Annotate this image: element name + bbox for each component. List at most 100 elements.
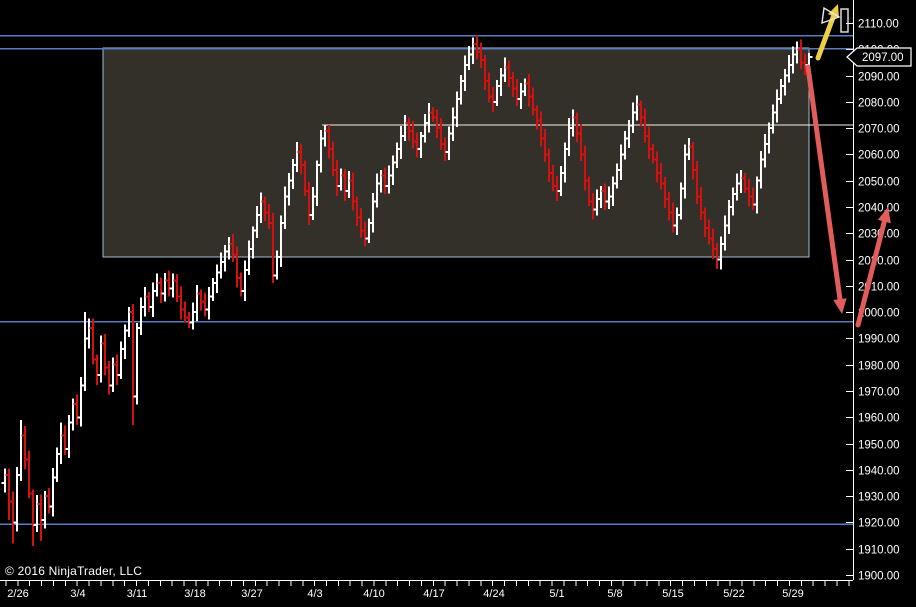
ohlc-bar xyxy=(61,425,69,455)
price-tick-label: 2080.00 xyxy=(858,98,900,110)
price-tick-label: 1920.00 xyxy=(858,518,900,530)
ohlc-bar xyxy=(157,277,165,304)
down-projection-arrow[interactable] xyxy=(805,64,847,314)
ohlc-bar xyxy=(169,273,177,298)
price-tick-label: 1960.00 xyxy=(858,413,900,425)
ohlc-bar xyxy=(149,282,157,317)
ohlc-bar xyxy=(57,422,65,465)
ohlc-bar xyxy=(21,426,29,470)
ohlc-bar xyxy=(161,272,169,302)
ohlc-bar xyxy=(133,323,141,405)
ohlc-bar xyxy=(81,312,89,392)
price-tick-label: 1930.00 xyxy=(858,492,900,504)
date-label: 5/8 xyxy=(607,588,622,600)
ohlc-bar xyxy=(181,301,189,322)
price-tick-label: 2040.00 xyxy=(858,203,900,215)
price-tick-label: 2020.00 xyxy=(858,256,900,268)
ohlc-bar xyxy=(13,467,21,532)
date-label: 3/11 xyxy=(127,588,148,600)
ohlc-bar xyxy=(237,272,245,297)
ohlc-bar xyxy=(209,277,217,301)
last-price-tag xyxy=(846,47,912,67)
date-label: 3/4 xyxy=(70,588,85,600)
marker-triangle-icon xyxy=(821,6,841,25)
ohlc-bar xyxy=(109,357,117,392)
ohlc-bar xyxy=(201,292,209,317)
price-tick-label: 2090.00 xyxy=(858,72,900,84)
ohlc-bar xyxy=(65,414,73,458)
ohlc-bar xyxy=(145,291,153,312)
ohlc-bar xyxy=(213,264,221,294)
last-price-tag-label: 2097.00 xyxy=(862,52,904,64)
date-label: 3/27 xyxy=(241,588,262,600)
price-tick-label: 1980.00 xyxy=(858,361,900,373)
chart-marker-icon[interactable] xyxy=(821,6,849,33)
ohlc-bar xyxy=(25,450,33,499)
price-tick-label: 1990.00 xyxy=(858,334,900,346)
date-label: 5/1 xyxy=(549,588,564,600)
copyright-text: © 2016 NinjaTrader, LLC xyxy=(5,564,143,578)
ohlc-bar xyxy=(73,394,81,425)
ohlc-bar xyxy=(101,333,109,376)
price-tick-label: 1910.00 xyxy=(858,545,900,557)
marker-bar-icon xyxy=(840,8,849,33)
ohlc-bar xyxy=(185,312,193,328)
up-projection-arrow[interactable] xyxy=(855,207,891,328)
ohlc-bar xyxy=(241,260,249,302)
date-label: 4/10 xyxy=(363,588,384,600)
ohlc-bar xyxy=(173,274,181,303)
ohlc-bar xyxy=(177,286,185,320)
price-tick-label: 2000.00 xyxy=(858,308,900,320)
ohlc-bar xyxy=(165,270,173,297)
price-tick-label: 1900.00 xyxy=(858,571,900,583)
ohlc-bar xyxy=(93,354,101,385)
date-label: 4/17 xyxy=(423,588,444,600)
price-tick-label: 1950.00 xyxy=(858,440,900,452)
ohlc-bar xyxy=(137,297,145,336)
ohlc-bar xyxy=(197,289,205,311)
ohlc-bar xyxy=(77,377,85,427)
ohlc-bar xyxy=(53,447,61,483)
date-label: 4/3 xyxy=(307,588,322,600)
ohlc-bar xyxy=(49,467,57,517)
date-label: 3/18 xyxy=(184,588,205,600)
price-tick-label: 2050.00 xyxy=(858,177,900,189)
price-tick-label: 2110.00 xyxy=(858,19,899,31)
price-tick-label: 2060.00 xyxy=(858,150,900,162)
date-label: 4/24 xyxy=(483,588,504,600)
ohlc-bar xyxy=(141,287,149,317)
date-label: 5/15 xyxy=(662,588,683,600)
ohlc-bar xyxy=(33,495,41,532)
up-projection-arrow-shaft[interactable] xyxy=(855,217,888,328)
ohlc-bar xyxy=(89,318,97,365)
price-tick-label: 1940.00 xyxy=(858,466,900,478)
price-tick-label: 1970.00 xyxy=(858,387,900,399)
ohlc-bar xyxy=(5,468,13,520)
breakout-up-arrow[interactable] xyxy=(815,4,839,61)
ohlc-bar xyxy=(113,354,121,386)
up-projection-arrow-head[interactable] xyxy=(877,207,891,224)
date-label: 2/26 xyxy=(7,588,28,600)
down-projection-arrow-shaft[interactable] xyxy=(805,64,843,304)
ohlc-bar xyxy=(17,419,25,481)
breakout-up-arrow-shaft[interactable] xyxy=(815,11,837,61)
date-label: 5/22 xyxy=(723,588,744,600)
ohlc-bars-group xyxy=(1,34,813,547)
ohlc-bar xyxy=(193,284,201,321)
ohlc-bar xyxy=(105,361,113,395)
ohlc-bar xyxy=(117,341,125,380)
ohlc-bar xyxy=(29,489,37,547)
ohlc-bar xyxy=(189,302,197,330)
ohlc-bar xyxy=(1,468,9,493)
ohlc-bar xyxy=(205,286,213,320)
ohlc-bar xyxy=(45,488,53,514)
ohlc-bar xyxy=(85,318,93,349)
down-projection-arrow-head[interactable] xyxy=(833,298,847,314)
ohlc-bar xyxy=(97,335,105,383)
price-tick-label: 2070.00 xyxy=(858,124,900,136)
consolidation-zone-rectangle[interactable] xyxy=(102,47,810,258)
ohlc-bar xyxy=(37,494,45,541)
axes-group xyxy=(0,0,854,586)
